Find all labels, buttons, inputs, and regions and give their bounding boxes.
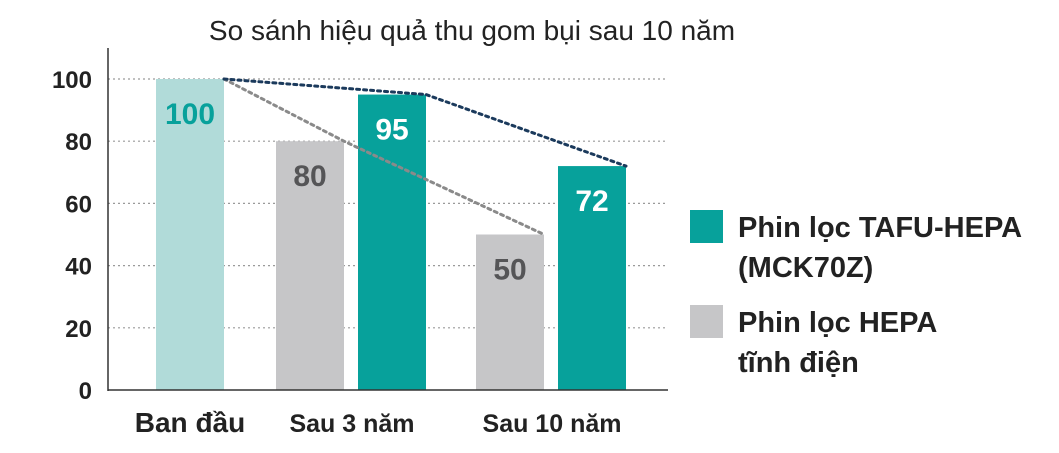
legend-swatch: [690, 305, 723, 338]
data-label: 50: [493, 254, 526, 287]
x-tick-label: Sau 3 năm: [289, 410, 414, 438]
bar-hepa: [276, 141, 344, 390]
legend-item-tafu-hepa: Phin lọc TAFU-HEPA (MCK70Z): [690, 210, 1022, 284]
y-tick-label: 0: [79, 378, 92, 405]
bar-tafu-hepa: [558, 166, 626, 390]
trend-line-hepa: [222, 77, 546, 236]
legend-label: tĩnh điện: [738, 347, 859, 379]
trend-line-tafu-hepa: [222, 77, 628, 168]
y-tick-label: 60: [65, 191, 92, 218]
bar-hepa: [476, 234, 544, 390]
bar-initial: [156, 79, 224, 390]
data-label: 95: [375, 114, 408, 147]
data-label: 72: [575, 185, 608, 218]
y-tick-label: 20: [65, 316, 92, 343]
legend-item-hepa: Phin lọc HEPA tĩnh điện: [690, 305, 937, 379]
data-label: 80: [293, 160, 326, 193]
y-tick-label: 40: [65, 254, 92, 281]
legend-swatch: [690, 210, 723, 243]
y-tick-label: 80: [65, 129, 92, 156]
bar-tafu-hepa: [358, 94, 426, 391]
data-label: 100: [165, 98, 215, 131]
y-tick-label: 100: [52, 67, 92, 94]
x-tick-label: Sau 10 năm: [483, 410, 622, 438]
legend-label: Phin lọc TAFU-HEPA: [738, 212, 1022, 244]
legend-label: Phin lọc HEPA: [738, 307, 937, 339]
x-tick-label: Ban đầu: [135, 407, 245, 438]
legend-label: (MCK70Z): [738, 252, 873, 284]
chart-title: So sánh hiệu quả thu gom bụi sau 10 năm: [209, 15, 735, 46]
